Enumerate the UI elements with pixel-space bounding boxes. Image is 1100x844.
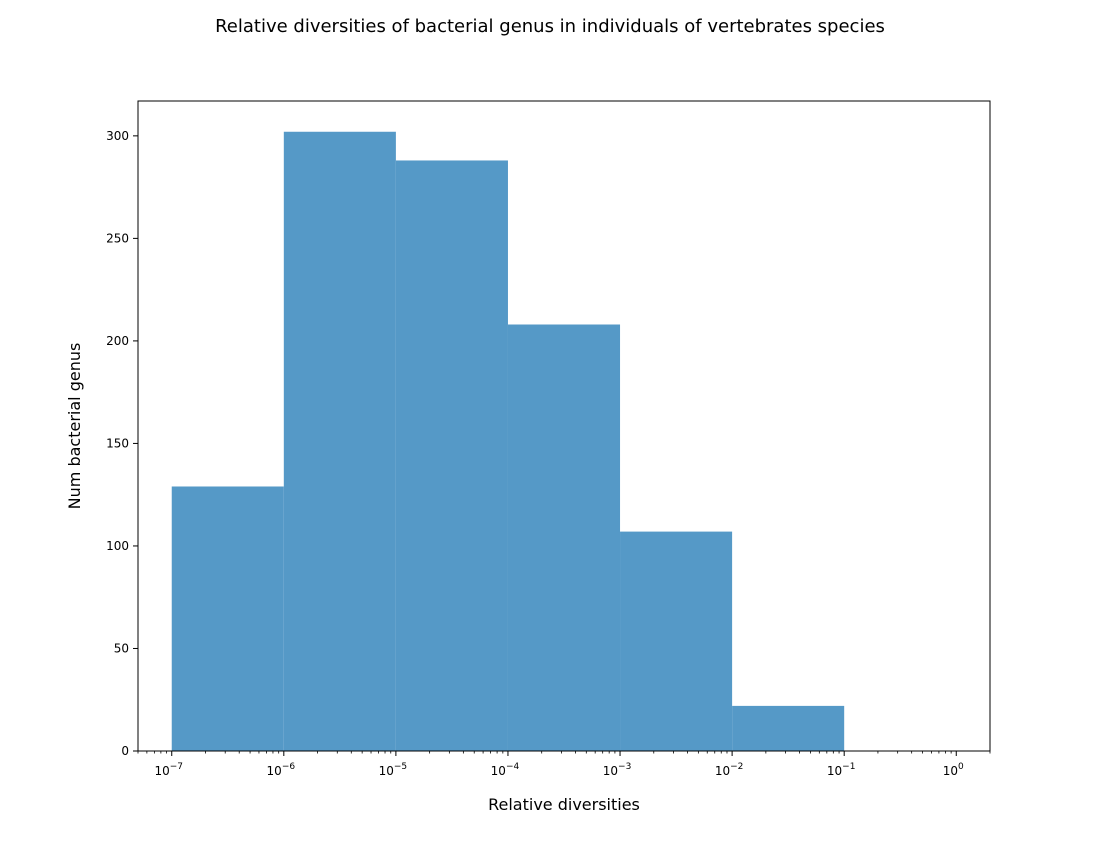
y-tick-label: 0 (121, 744, 129, 758)
x-axis: 10−7 10−6 10−5 10−4 10−3 10−2 10−1 100 (137, 751, 991, 778)
y-axis-label: Num bacterial genus (65, 343, 84, 510)
histogram-bar (395, 160, 508, 751)
histogram-bar (283, 131, 396, 752)
y-tick-label: 150 (106, 436, 129, 450)
plot-frame (137, 100, 991, 752)
histogram-bar (507, 324, 621, 751)
x-tick-label: 10−3 (603, 762, 632, 778)
y-tick-label: 300 (106, 129, 129, 143)
y-tick-label: 50 (114, 641, 129, 655)
x-tick-label: 100 (943, 762, 964, 778)
bars-group (171, 131, 845, 752)
y-tick-label: 100 (106, 539, 129, 553)
y-tick-label: 250 (106, 231, 129, 245)
x-tick-label: 10−5 (379, 762, 408, 778)
x-tick-label: 10−6 (267, 762, 296, 778)
histogram-bar (732, 705, 845, 751)
x-tick-label: 10−2 (715, 762, 744, 778)
histogram-bar (620, 531, 733, 751)
x-tick-label: 10−1 (827, 762, 856, 778)
x-tick-label: 10−4 (491, 762, 520, 778)
y-axis: 0 50 100 150 200 250 300 (106, 129, 138, 758)
x-tick-label: 10−7 (154, 762, 183, 778)
x-axis-label: Relative diversities (488, 795, 640, 814)
histogram-bar (171, 486, 284, 751)
y-tick-label: 200 (106, 334, 129, 348)
chart-title: Relative diversities of bacterial genus … (215, 16, 885, 37)
